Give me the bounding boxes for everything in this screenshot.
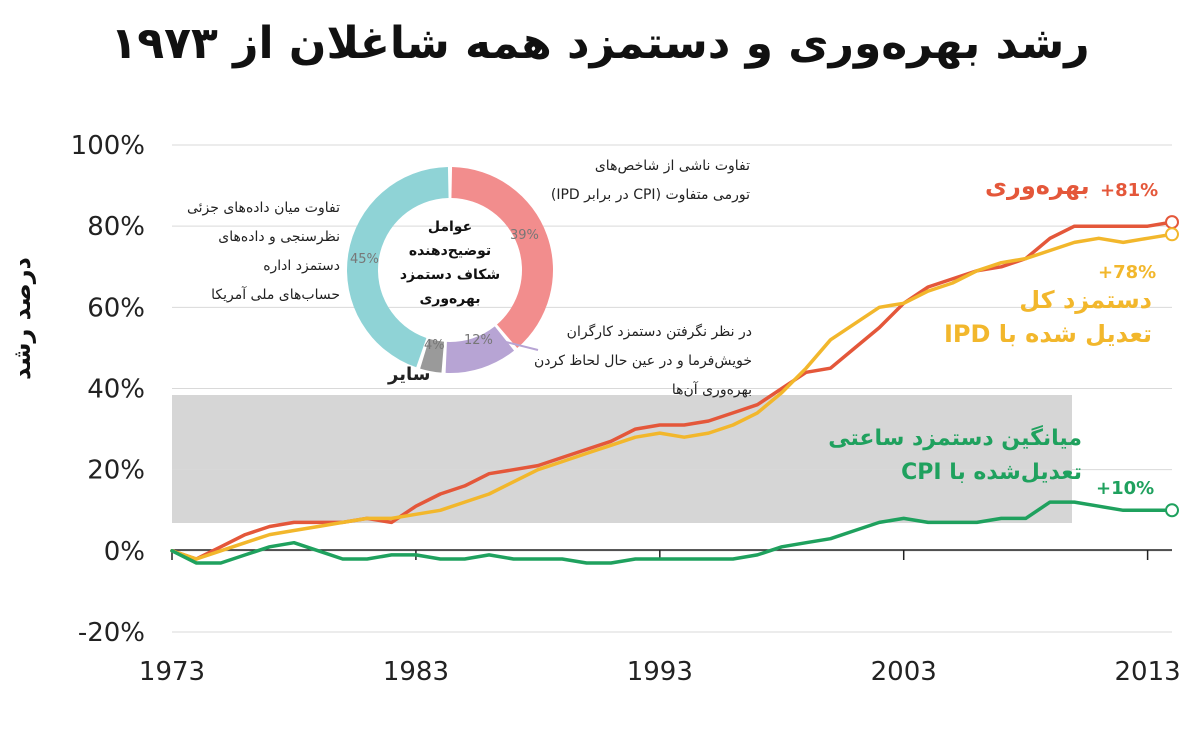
x-tick-label: 2013 bbox=[1115, 657, 1181, 687]
series-end-point-0 bbox=[1165, 215, 1179, 230]
donut-pointer-line bbox=[497, 339, 539, 351]
total-wage-label-line-2: تعدیل شده با IPD bbox=[943, 320, 1152, 348]
donut-note-left-line-1: تفاوت میان داده‌های جزئی bbox=[186, 200, 340, 216]
x-tick-label: 1973 bbox=[139, 657, 205, 687]
donut-note-left: تفاوت میان داده‌های جزئی نظرسنجی و داده‌… bbox=[150, 194, 340, 310]
x-tick-label: 1993 bbox=[627, 657, 693, 687]
donut-note-left-line-3: دستمزد اداره bbox=[263, 258, 340, 274]
donut-note-bottom-line-2: خویش‌فرما و در عین حال لحاظ کردن bbox=[533, 353, 752, 369]
background-shade-band bbox=[172, 395, 1072, 523]
y-tick-label: 60% bbox=[87, 293, 145, 323]
series-line-1 bbox=[170, 232, 1174, 561]
donut-note-bottom-line-1: در نظر نگرفتن دستمزد کارگران bbox=[566, 324, 752, 340]
donut-note-right: تفاوت ناشی از شاخص‌های تورمی متفاوت (CPI… bbox=[540, 152, 750, 210]
donut-center-line-1: عوامل bbox=[427, 219, 473, 235]
donut-note-bottom: در نظر نگرفتن دستمزد کارگران خویش‌فرما و… bbox=[530, 318, 752, 405]
y-tick-label: 40% bbox=[87, 375, 145, 405]
x-tick-label: 1983 bbox=[383, 657, 449, 687]
donut-segment-1 bbox=[445, 326, 515, 374]
total-wage-label-line-1: دستمزد کل bbox=[1019, 286, 1152, 314]
y-tick-label: 80% bbox=[87, 212, 145, 242]
donut-other-label: سایر bbox=[388, 364, 431, 385]
donut-center-text: عوامل توضیح‌دهنده شکاف دستمزد بهره‌وری bbox=[380, 215, 520, 311]
donut-note-right-line-2: تورمی متفاوت (CPI در برابر IPD) bbox=[550, 187, 750, 203]
hourly-wage-label-line-2: تعدیل‌شده با CPI bbox=[901, 460, 1082, 485]
y-tick-label: 20% bbox=[87, 456, 145, 486]
series-line-2 bbox=[170, 500, 1174, 565]
total-wage-end-pct: +78% bbox=[1098, 262, 1157, 283]
donut-pct-45: 45% bbox=[350, 252, 379, 267]
donut-pct-12: 12% bbox=[464, 333, 493, 348]
page-title: رشد بهره‌وری و دستمزد همه شاغلان از ۱۹۷۳ bbox=[110, 18, 1090, 69]
productivity-end-pct: +81% bbox=[1100, 180, 1159, 201]
donut-note-left-line-2: نظرسنجی و داده‌های bbox=[218, 229, 340, 245]
y-tick-label: -20% bbox=[78, 618, 145, 648]
y-tick-label: 100% bbox=[71, 131, 145, 161]
donut-note-bottom-line-3: بهره‌وری آن‌ها bbox=[671, 382, 752, 398]
donut-chart bbox=[347, 167, 553, 374]
series-lines bbox=[170, 215, 1179, 565]
y-tick-label: 0% bbox=[104, 537, 145, 567]
hourly-wage-label-line-1: میانگین دستمزد ساعتی bbox=[828, 426, 1082, 451]
hourly-wage-end-pct: +10% bbox=[1096, 478, 1155, 499]
x-tick-labels: 1973 1983 1993 2003 2013 bbox=[139, 550, 1181, 687]
productivity-label: بهره‌وری bbox=[985, 172, 1090, 200]
donut-note-right-line-1: تفاوت ناشی از شاخص‌های bbox=[594, 158, 750, 174]
donut-segment-0 bbox=[451, 167, 553, 349]
donut-center-line-4: بهره‌وری bbox=[419, 291, 481, 307]
donut-center-line-3: شکاف دستمزد bbox=[399, 267, 501, 283]
series-end-point-2 bbox=[1165, 503, 1179, 518]
donut-pct-39: 39% bbox=[510, 228, 539, 243]
donut-center-line-2: توضیح‌دهنده bbox=[408, 243, 492, 259]
donut-segment-3 bbox=[347, 167, 449, 368]
donut-pct-4: 4% bbox=[424, 338, 445, 353]
series-end-point-1 bbox=[1165, 227, 1179, 242]
donut-segment-2 bbox=[420, 338, 445, 373]
y-tick-labels: -20% 0% 20% 40% 60% 80% 100% bbox=[71, 131, 145, 648]
x-tick-label: 2003 bbox=[871, 657, 937, 687]
donut-note-left-line-4: حساب‌های ملی آمریکا bbox=[211, 287, 340, 303]
grid-lines bbox=[172, 144, 1172, 633]
